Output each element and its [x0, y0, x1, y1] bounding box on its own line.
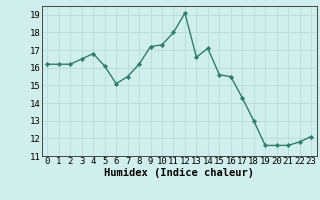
X-axis label: Humidex (Indice chaleur): Humidex (Indice chaleur) — [104, 168, 254, 178]
